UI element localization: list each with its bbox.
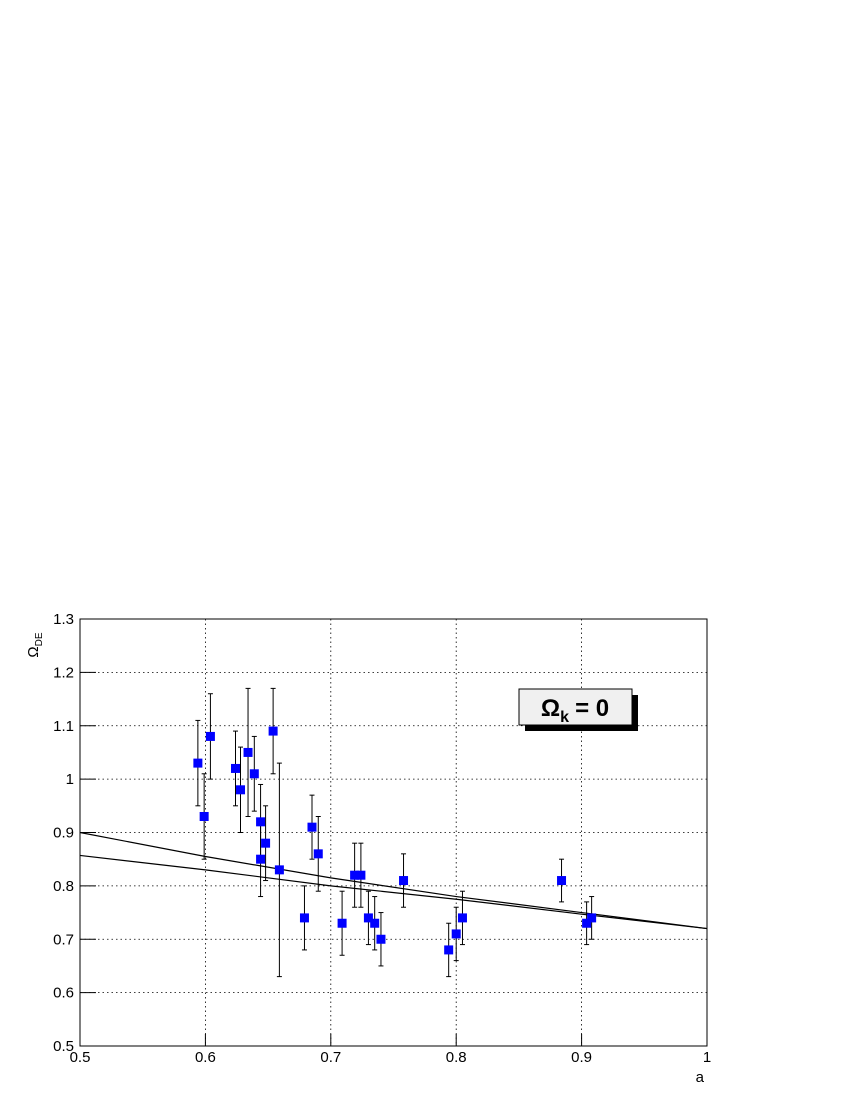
x-tick-label: 1 [703, 1049, 711, 1066]
x-tick-label: 0.6 [195, 1049, 216, 1066]
x-tick-label: 0.9 [571, 1049, 592, 1066]
point [256, 817, 266, 827]
point [557, 876, 567, 886]
point [363, 913, 373, 923]
point [337, 918, 347, 928]
y-axis-label: ΩDE [25, 632, 45, 657]
frame [79, 618, 708, 1047]
fit-line [79, 854, 708, 930]
point [205, 731, 215, 741]
annotation-text: = 0 [575, 695, 609, 722]
y-tick-label: 1.1 [53, 718, 74, 735]
point [236, 785, 246, 795]
point [399, 876, 409, 886]
point [376, 934, 386, 944]
annotation-subscript: k [560, 709, 569, 726]
x-tick-label: 0.8 [446, 1049, 467, 1066]
y-tick-label: 0.6 [53, 985, 74, 1002]
y-tick-label: 0.7 [53, 931, 74, 948]
point [582, 918, 592, 928]
point [587, 913, 597, 923]
point [444, 945, 454, 955]
x-tick-label: 0.5 [70, 1049, 91, 1066]
point [350, 870, 360, 880]
annotation-box [518, 688, 633, 726]
point [274, 865, 284, 875]
point [457, 913, 467, 923]
y-tick-label: 0.8 [53, 878, 74, 895]
fit-line [79, 831, 708, 930]
point [256, 854, 266, 864]
point [451, 929, 461, 939]
y-tick-label: 0.9 [53, 825, 74, 842]
point [193, 758, 203, 768]
point [230, 763, 240, 773]
point [243, 747, 253, 757]
point [313, 849, 323, 859]
y-tick-label: 0.5 [53, 1038, 74, 1055]
y-tick-label: 1.2 [53, 664, 74, 681]
point [299, 913, 309, 923]
annotation-symbol: Ω [541, 695, 560, 722]
point [356, 870, 366, 880]
point [199, 811, 209, 821]
x-tick-label: 0.7 [320, 1049, 341, 1066]
annotation: Ωk = 0 [541, 695, 609, 726]
point [268, 726, 278, 736]
point [370, 918, 380, 928]
y-tick-label: 1 [66, 771, 74, 788]
y-tick-label: 1.3 [53, 611, 74, 628]
point [249, 769, 259, 779]
y-label-symbol: Ω [25, 646, 42, 657]
y-label-subscript: DE [34, 632, 45, 646]
x-axis-label: a [696, 1069, 705, 1086]
point [307, 822, 317, 832]
point [261, 838, 271, 848]
